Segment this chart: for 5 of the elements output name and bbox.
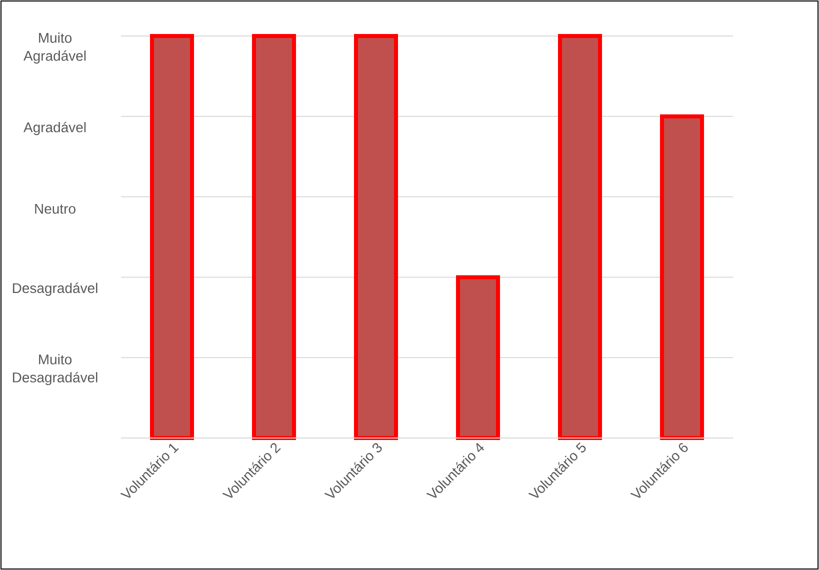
text: Desagradável bbox=[12, 282, 98, 296]
text: Muito Desagradável bbox=[12, 354, 98, 386]
text: Agradável bbox=[24, 122, 86, 136]
text: Muito Agradável bbox=[24, 32, 86, 64]
text: Neutro bbox=[35, 204, 76, 214]
